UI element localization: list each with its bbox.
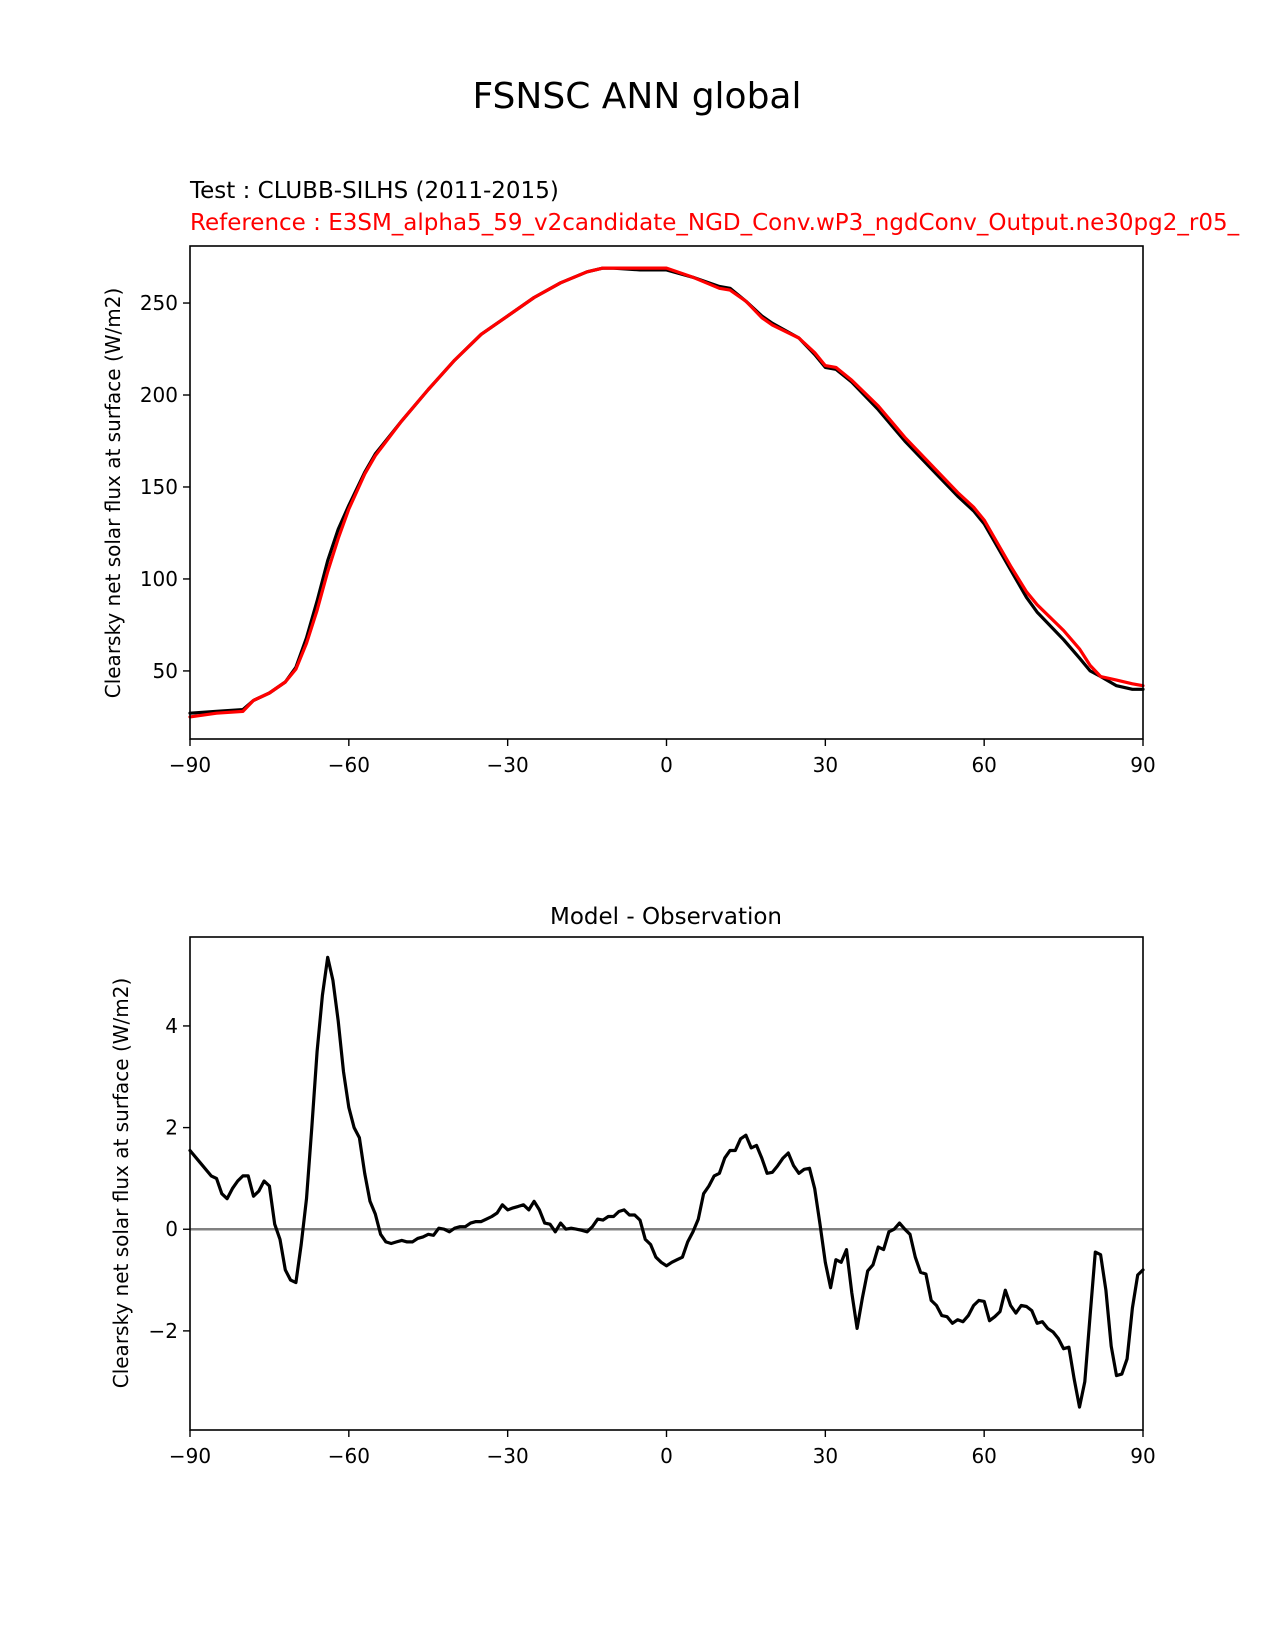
figure-title: FSNSC ANN global — [472, 76, 801, 117]
bottom-series-lines — [188, 955, 1145, 1409]
top-x-tick-label: −60 — [328, 753, 370, 777]
bottom-x-tick-label: 0 — [660, 1444, 673, 1468]
top-x-tick-label: 30 — [813, 753, 838, 777]
top-x-tick-label: −30 — [487, 753, 529, 777]
top-plot-frame — [189, 245, 1144, 740]
top-panel: Test : CLUBB-SILHS (2011-2015) Reference… — [101, 178, 1240, 777]
bottom-y-tick-label: 0 — [165, 1217, 178, 1241]
bottom-x-tick-label: 90 — [1130, 1444, 1155, 1468]
bottom-x-tick-label: 30 — [813, 1444, 838, 1468]
top-x-tick-label: 0 — [660, 753, 673, 777]
bottom-axis-ticks: −90 −60 −30 0 30 60 90 −2 0 2 4 — [149, 1014, 1156, 1468]
top-y-tick-label: 100 — [140, 567, 178, 591]
top-y-tick-label: 150 — [140, 475, 178, 499]
bottom-x-tick-label: −30 — [487, 1444, 529, 1468]
bottom-title: Model - Observation — [550, 904, 782, 930]
top-y-axis-label: Clearsky net solar flux at surface (W/m2… — [101, 288, 125, 699]
bottom-y-tick-label: 4 — [165, 1014, 178, 1038]
top-y-tick-label: 50 — [153, 659, 178, 683]
top-y-tick-label: 250 — [140, 291, 178, 315]
bottom-x-tick-label: −60 — [328, 1444, 370, 1468]
top-x-tick-label: 90 — [1130, 753, 1155, 777]
bottom-plot-frame — [189, 936, 1144, 1431]
bottom-y-axis-label: Clearsky net solar flux at surface (W/m2… — [109, 978, 133, 1389]
top-test-title: Test : CLUBB-SILHS (2011-2015) — [189, 178, 559, 204]
top-y-tick-label: 200 — [140, 383, 178, 407]
bottom-series-diff-line — [188, 955, 1145, 1409]
top-x-tick-label: −90 — [169, 753, 211, 777]
bottom-y-tick-label: 2 — [165, 1116, 178, 1140]
top-series-test-line — [188, 266, 1145, 715]
top-x-tick-label: 60 — [971, 753, 996, 777]
top-series-lines — [188, 266, 1145, 719]
top-reference-title: Reference : E3SM_alpha5_59_v2candidate_N… — [190, 210, 1240, 236]
bottom-panel: Model - Observation Clearsky net solar f… — [109, 904, 1156, 1468]
bottom-x-tick-label: −90 — [169, 1444, 211, 1468]
bottom-x-tick-label: 60 — [971, 1444, 996, 1468]
top-series-reference-line — [188, 266, 1145, 719]
top-axis-ticks: −90 −60 −30 0 30 60 90 50 100 150 200 250 — [140, 291, 1156, 777]
bottom-y-tick-label: −2 — [149, 1319, 178, 1343]
